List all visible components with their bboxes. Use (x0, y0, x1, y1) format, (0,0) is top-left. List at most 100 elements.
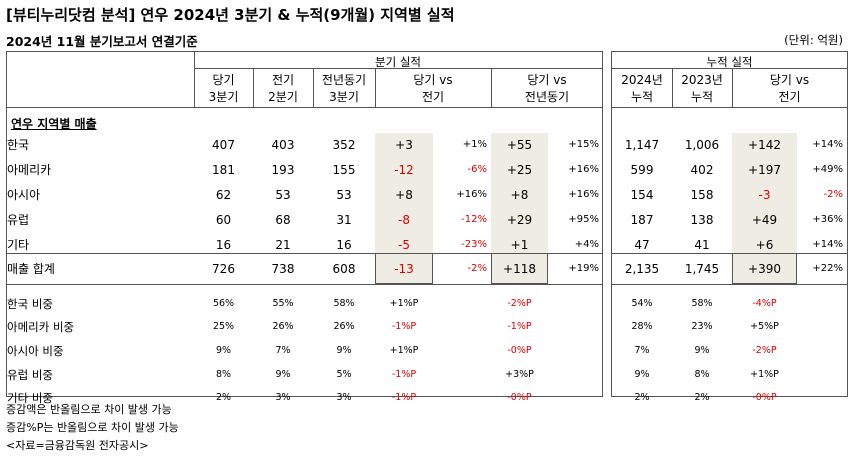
col-header-line: 2024년 (621, 73, 663, 87)
cell-d-prev-pct: -23% (461, 239, 487, 250)
cell-c2024: 9% (634, 369, 650, 380)
col-divider (313, 68, 314, 107)
cell-d-prev: +3 (395, 138, 413, 152)
share-row: 7% 9% -2%P (612, 339, 847, 363)
col-header-c-2023: 2023년 누적 (672, 72, 732, 108)
table-row: 1,147 1,006 +142 +14% (612, 133, 847, 157)
cell-c-diff: -0%P (752, 392, 777, 403)
cell-d-yoy: +1 (510, 238, 529, 252)
cell-c-diff: +49 (751, 213, 778, 227)
cell-d-prev-pct: +16% (456, 189, 487, 200)
header-bottom-line (612, 107, 847, 108)
total-row: 2,135 1,745 +390 +22% (612, 257, 847, 281)
cell-q2: 403 (271, 138, 295, 152)
total-bottom-line (612, 284, 847, 285)
cell-d-prev: +8 (395, 188, 413, 202)
col-header-c-2024: 2024년 누적 (612, 72, 672, 108)
col-header-line: 당기 vs (527, 73, 567, 87)
cell-c2023: 41 (694, 238, 710, 252)
cell-d-prev: -13 (394, 262, 414, 276)
col-header-line: 3분기 (208, 90, 239, 104)
cell-d-yoy: +55 (506, 138, 533, 152)
cell-c-diff: -3 (758, 188, 771, 202)
cell-c2024: 599 (630, 163, 654, 177)
cell-q3-ly: 53 (336, 188, 352, 202)
cell-d-prev: -1%P (391, 392, 417, 403)
cell-c2023: 1,006 (684, 138, 720, 152)
share-row: 한국 비중 56% 55% 58% +1%P -2%P (7, 292, 602, 316)
col-divider (732, 68, 733, 107)
share-row: 9% 8% +1%P (612, 363, 847, 387)
cell-q3: 2% (215, 392, 232, 403)
col-header-line: 당기 (212, 73, 235, 87)
cell-d-prev-pct: -6% (467, 164, 487, 175)
row-label: 유럽 비중 (7, 368, 53, 382)
cell-c2024: 154 (630, 188, 654, 202)
cell-d-prev-pct: -2% (467, 263, 487, 274)
row-label: 기타 비중 (7, 391, 53, 405)
cell-c2023: 402 (690, 163, 714, 177)
cell-q3-ly: 352 (332, 138, 356, 152)
footnote: 증감%P는 반올림으로 차이 발생 가능 (6, 421, 179, 434)
cell-d-prev-pct: -12% (461, 214, 487, 225)
cell-q3: 16 (215, 238, 232, 252)
cell-c2024: 7% (634, 345, 650, 356)
cell-c2023: 8% (694, 369, 710, 380)
cell-d-prev: -1%P (391, 369, 417, 380)
table-row: 187 138 +49 +36% (612, 208, 847, 232)
col-header-line: 2023년 (681, 73, 723, 87)
cell-q3: 62 (215, 188, 232, 202)
table-row: 599 402 +197 +49% (612, 158, 847, 182)
col-header-q-vs-yoy: 당기 vs 전년동기 (491, 72, 603, 108)
row-label: 아시아 비중 (7, 344, 64, 358)
share-row: 아시아 비중 9% 7% 9% +1%P -0%P (7, 339, 602, 363)
share-row: 아메리카 비중 25% 26% 26% -1%P -1%P (7, 315, 602, 339)
row-label: 한국 비중 (7, 297, 53, 311)
col-header-line: 전년동기 (524, 90, 570, 104)
col-header-line: 전기 (778, 90, 801, 104)
cell-q3: 8% (215, 369, 232, 380)
shade-q-vs-prev (375, 133, 433, 284)
cell-c2024: 1,147 (624, 138, 660, 152)
cell-c2024: 28% (631, 321, 653, 332)
cell-q3-ly: 58% (333, 298, 355, 309)
total-top-line (612, 253, 847, 254)
cell-c2023: 138 (690, 213, 714, 227)
cell-c2023: 9% (694, 345, 710, 356)
col-header-line: 당기 vs (413, 73, 453, 87)
cell-d-yoy: +3%P (505, 369, 534, 380)
cell-c-diff: +5%P (750, 321, 779, 332)
share-row: 유럽 비중 8% 9% 5% -1%P +3%P (7, 363, 602, 387)
col-divider (491, 68, 492, 107)
cell-q3-ly: 5% (336, 369, 352, 380)
cell-q2: 53 (275, 188, 291, 202)
cell-q3: 25% (212, 321, 235, 332)
col-header-line: 누적 (630, 90, 654, 104)
cell-c2023: 1,745 (684, 262, 720, 276)
col-header-line: 전기 (421, 90, 445, 104)
cell-d-prev-pct: +1% (462, 139, 487, 150)
share-row: 기타 비중 2% 3% 3% -1%P -0%P (7, 386, 602, 410)
cell-q2: 9% (275, 369, 291, 380)
cell-q2: 7% (275, 345, 291, 356)
cell-c-diff: -2%P (752, 345, 777, 356)
table-row: 유럽 60 68 31 -8 -12% +29 +95% (7, 208, 602, 232)
quarterly-table: 분기 실적 당기 3분기 전기 2분기 전년동기 3분기 당기 vs 전기 당기… (6, 51, 603, 405)
cell-d-yoy-pct: +19% (568, 263, 599, 274)
cell-q2: 68 (275, 213, 291, 227)
cell-q2: 55% (272, 298, 294, 309)
cell-c-diff: +1%P (750, 369, 779, 380)
cell-q2: 21 (275, 238, 291, 252)
share-row: 54% 58% -4%P (612, 292, 847, 316)
col-header-line: 당기 vs (769, 73, 810, 87)
cell-c2024: 2,135 (624, 262, 660, 276)
row-label: 아메리카 비중 (7, 320, 75, 334)
cell-q3-ly: 31 (336, 213, 352, 227)
page-subtitle: 2024년 11월 분기보고서 연결기준 (6, 34, 198, 49)
cell-d-yoy-pct: +4% (574, 239, 599, 250)
col-divider (194, 52, 195, 107)
cell-d-yoy: -2%P (507, 298, 532, 309)
cell-d-prev: -8 (398, 213, 410, 227)
cell-d-yoy: -1%P (507, 321, 532, 332)
cell-c-diff: -4%P (752, 298, 777, 309)
